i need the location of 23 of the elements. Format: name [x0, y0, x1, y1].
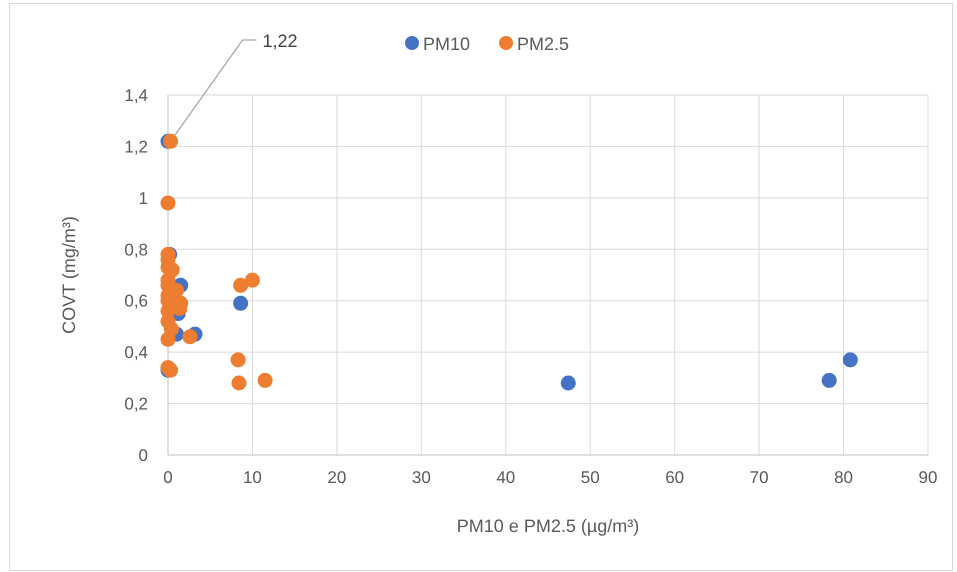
x-tick-label: 60	[665, 468, 684, 487]
x-tick-label: 50	[580, 468, 600, 487]
y-tick-label: 0,4	[124, 343, 148, 362]
x-tick-label: 40	[496, 468, 516, 487]
x-axis-title: PM10 e PM2.5 (µg/m³)	[456, 516, 640, 536]
legend-label: PM10	[423, 34, 470, 54]
x-tick-label: 30	[412, 468, 431, 487]
legend-label: PM2.5	[517, 34, 570, 54]
y-tick-label: 0	[138, 446, 148, 465]
x-tick-label: 20	[327, 468, 346, 487]
y-tick-label: 0,8	[124, 240, 148, 260]
x-tick-label: 0	[163, 468, 173, 487]
y-tick-label: 1	[138, 188, 148, 208]
y-tick-label: 0,2	[124, 394, 148, 414]
y-tick-label: 0,6	[124, 292, 148, 311]
y-tick-label: 1,2	[124, 137, 148, 156]
x-tick-label: 10	[242, 468, 262, 487]
y-axis-title: COVT (mg/m³)	[59, 216, 79, 334]
x-tick-label: 80	[834, 468, 854, 487]
annotation: 1,22	[262, 31, 298, 51]
x-tick-label: 70	[750, 468, 769, 487]
y-tick-label: 1,4	[124, 86, 148, 105]
x-tick-label: 90	[918, 468, 938, 487]
